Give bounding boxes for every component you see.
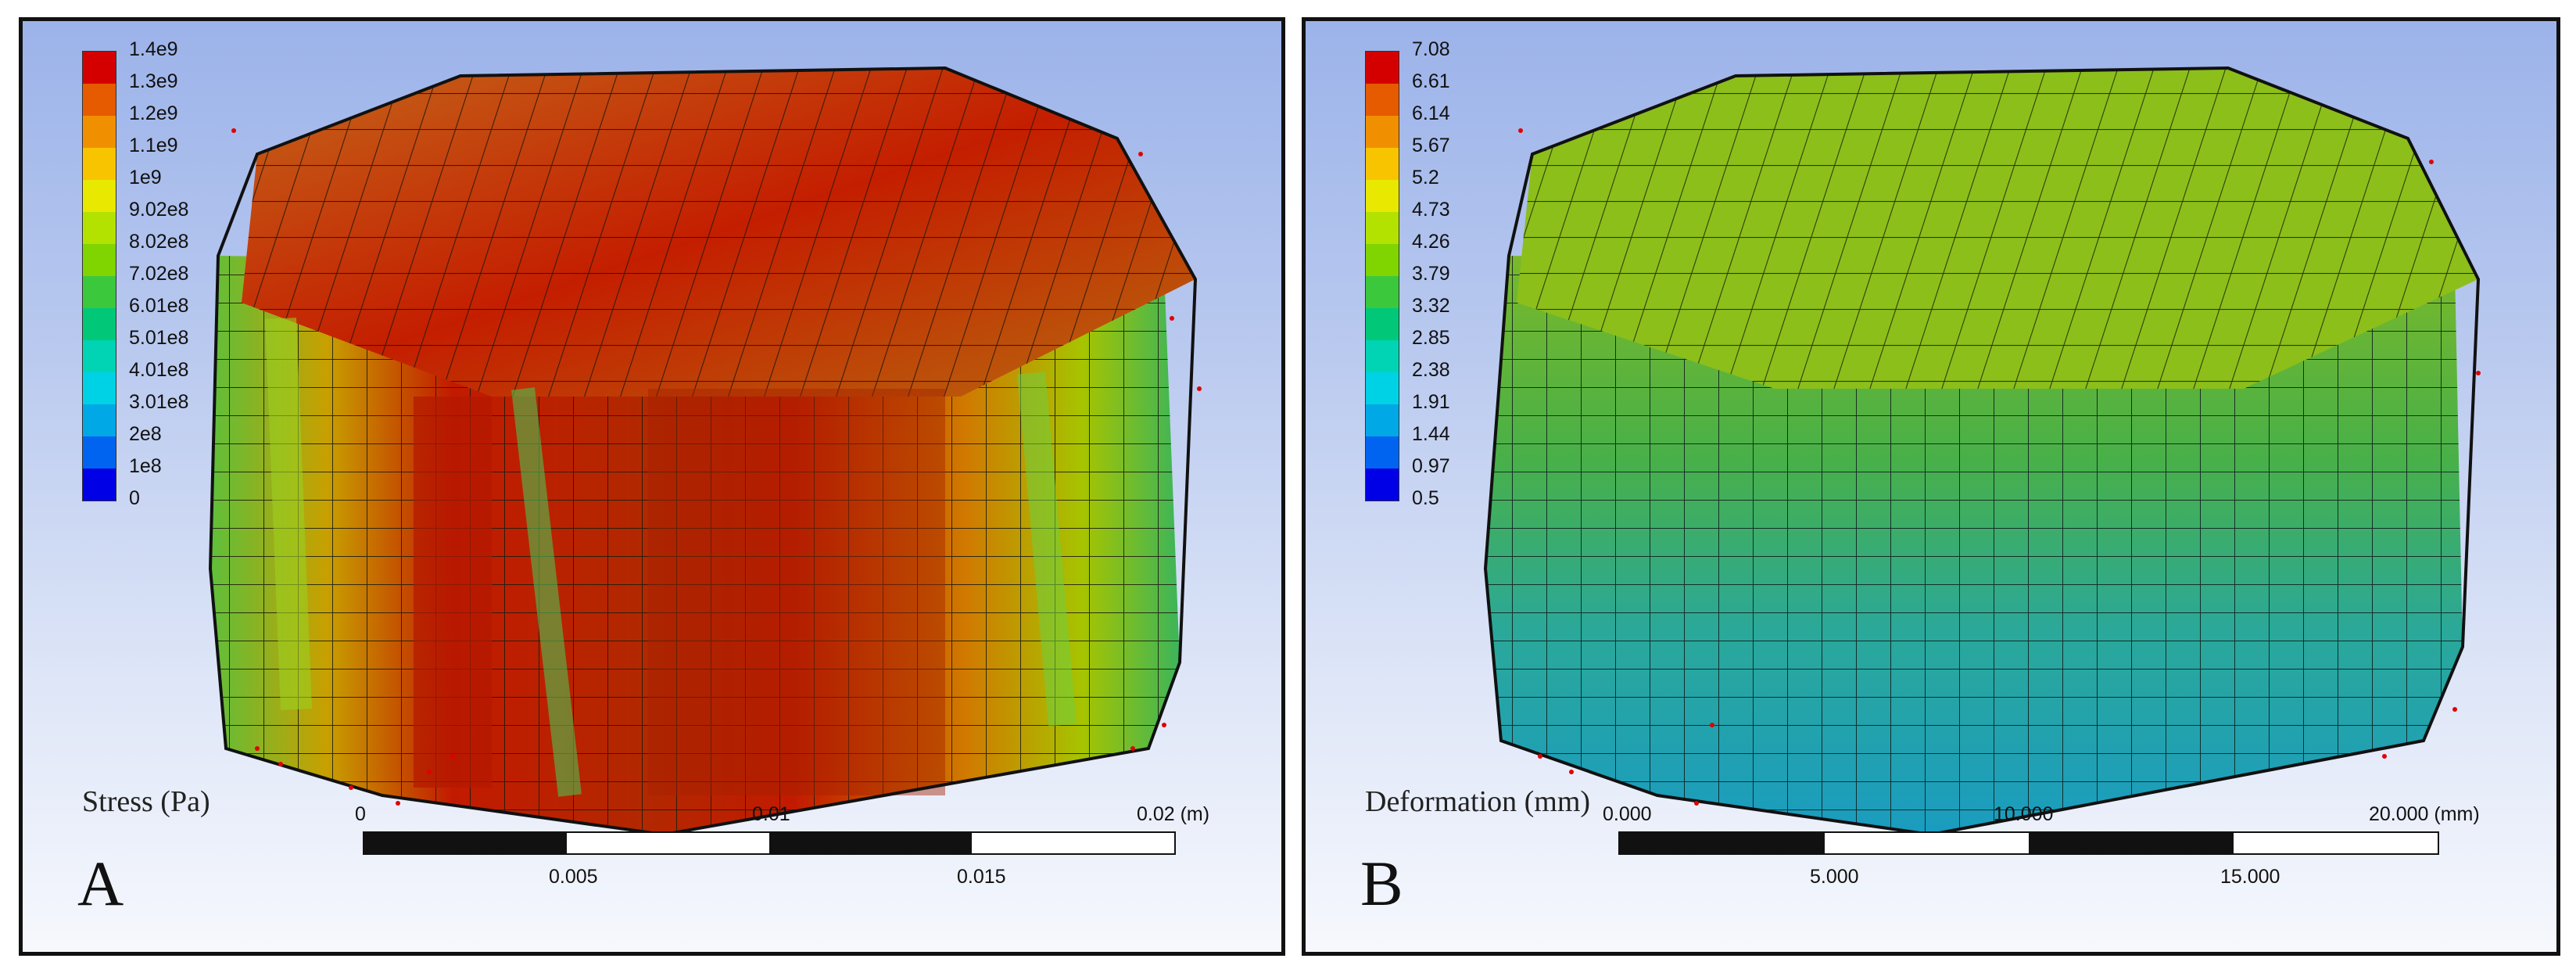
legend-tick: 8.02e8 xyxy=(129,231,189,253)
legend-color-band xyxy=(83,116,116,148)
legend-tick: 2.85 xyxy=(1412,327,1450,350)
scale-label: 15.000 xyxy=(2220,866,2280,888)
legend-tick: 1.44 xyxy=(1412,423,1450,446)
scale-label: 0.01 xyxy=(752,803,790,825)
stress-quantity-label: Stress (Pa) xyxy=(82,785,210,818)
legend-tick: 1.91 xyxy=(1412,391,1450,414)
legend-tick: 3.32 xyxy=(1412,295,1450,318)
legend-color-band xyxy=(83,436,116,468)
legend-color-band xyxy=(83,372,116,404)
legend-tick: 5.01e8 xyxy=(129,327,189,350)
legend-tick: 2e8 xyxy=(129,423,162,446)
deformation-color-bar xyxy=(1365,51,1399,501)
legend-tick: 0.97 xyxy=(1412,455,1450,478)
legend-color-band xyxy=(83,52,116,84)
scale-bar-b: 0.000 10.000 20.000 (mm) 5.000 15.000 xyxy=(1603,803,2502,897)
stress-color-bar xyxy=(82,51,116,501)
legend-tick: 6.61 xyxy=(1412,70,1450,93)
scale-bar-strip xyxy=(363,831,1176,855)
deformation-specimen-render xyxy=(1483,66,2481,837)
legend-color-band xyxy=(1366,52,1399,84)
legend-color-band xyxy=(83,244,116,276)
scale-label: 20.000 (mm) xyxy=(2369,803,2480,825)
legend-tick: 3.01e8 xyxy=(129,391,189,414)
legend-tick: 4.01e8 xyxy=(129,359,189,382)
legend-color-band xyxy=(83,148,116,180)
legend-color-band xyxy=(1366,468,1399,501)
legend-color-band xyxy=(1366,404,1399,436)
legend-color-band xyxy=(83,84,116,116)
legend-color-band xyxy=(83,212,116,244)
legend-color-band xyxy=(1366,372,1399,404)
scale-label: 0.02 (m) xyxy=(1137,803,1210,825)
panel-a: 1.4e9 1.3e9 1.2e9 1.1e9 1e9 9.02e8 8.02e… xyxy=(19,17,1285,956)
legend-tick: 1e9 xyxy=(129,167,162,189)
scale-label: 0.015 xyxy=(957,866,1006,888)
panel-letter-b: B xyxy=(1360,848,1403,919)
scale-bar-a: 0 0.01 0.02 (m) 0.005 0.015 xyxy=(355,803,1215,897)
legend-tick: 3.79 xyxy=(1412,263,1450,285)
legend-color-band xyxy=(1366,116,1399,148)
legend-tick: 0 xyxy=(129,487,140,510)
legend-color-band xyxy=(1366,436,1399,468)
legend-color-band xyxy=(1366,84,1399,116)
legend-color-band xyxy=(83,308,116,340)
legend-tick: 4.73 xyxy=(1412,199,1450,221)
legend-color-band xyxy=(83,340,116,372)
scale-label: 0.000 xyxy=(1603,803,1652,825)
legend-tick: 6.01e8 xyxy=(129,295,189,318)
legend-color-band xyxy=(83,180,116,212)
scale-label: 5.000 xyxy=(1810,866,1859,888)
legend-color-band xyxy=(1366,244,1399,276)
legend-color-band xyxy=(1366,340,1399,372)
stress-specimen-render xyxy=(208,66,1202,837)
legend-tick: 7.02e8 xyxy=(129,263,189,285)
legend-tick: 1.4e9 xyxy=(129,38,178,61)
panel-b: 7.08 6.61 6.14 5.67 5.2 4.73 4.26 3.79 3… xyxy=(1302,17,2560,956)
legend-tick: 0.5 xyxy=(1412,487,1439,510)
legend-tick: 1.2e9 xyxy=(129,102,178,125)
scale-label: 10.000 xyxy=(1994,803,2054,825)
legend-tick: 1e8 xyxy=(129,455,162,478)
legend-color-band xyxy=(1366,148,1399,180)
legend-tick: 6.14 xyxy=(1412,102,1450,125)
legend-tick: 1.1e9 xyxy=(129,135,178,157)
legend-color-band xyxy=(1366,212,1399,244)
legend-tick: 4.26 xyxy=(1412,231,1450,253)
legend-color-band xyxy=(83,468,116,501)
legend-tick: 7.08 xyxy=(1412,38,1450,61)
legend-color-band xyxy=(1366,276,1399,308)
legend-color-band xyxy=(83,276,116,308)
legend-color-band xyxy=(1366,308,1399,340)
legend-tick: 5.67 xyxy=(1412,135,1450,157)
scale-label: 0 xyxy=(355,803,366,825)
legend-color-band xyxy=(1366,180,1399,212)
legend-tick: 1.3e9 xyxy=(129,70,178,93)
deformation-quantity-label: Deformation (mm) xyxy=(1365,785,1591,818)
legend-color-band xyxy=(83,404,116,436)
scale-bar-strip xyxy=(1618,831,2439,855)
panel-letter-a: A xyxy=(77,848,124,919)
legend-tick: 5.2 xyxy=(1412,167,1439,189)
scale-label: 0.005 xyxy=(549,866,598,888)
legend-tick: 2.38 xyxy=(1412,359,1450,382)
legend-tick: 9.02e8 xyxy=(129,199,189,221)
